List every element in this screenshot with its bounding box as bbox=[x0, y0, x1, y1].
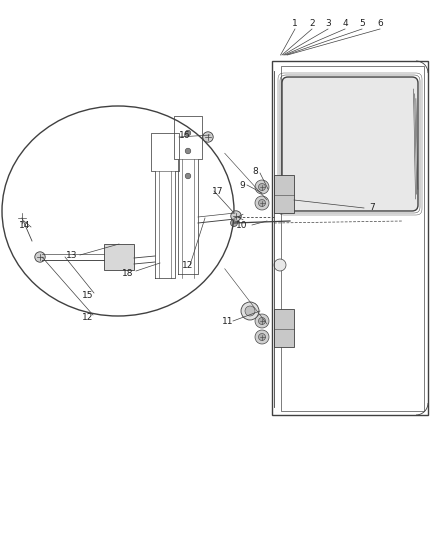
Bar bbox=[274, 309, 294, 347]
Circle shape bbox=[185, 130, 191, 136]
Text: 11: 11 bbox=[222, 317, 234, 326]
Text: 6: 6 bbox=[377, 19, 383, 28]
Circle shape bbox=[258, 334, 265, 341]
Circle shape bbox=[203, 132, 213, 142]
Text: 2: 2 bbox=[309, 19, 315, 28]
Circle shape bbox=[274, 259, 286, 271]
Text: 1: 1 bbox=[292, 19, 298, 28]
Text: 7: 7 bbox=[369, 204, 375, 213]
Text: 18: 18 bbox=[122, 269, 134, 278]
Bar bbox=[104, 244, 134, 270]
Text: 9: 9 bbox=[239, 181, 245, 190]
Text: 12: 12 bbox=[182, 261, 194, 270]
Text: 3: 3 bbox=[325, 19, 331, 28]
Circle shape bbox=[258, 199, 265, 206]
Circle shape bbox=[245, 306, 255, 316]
Text: 5: 5 bbox=[359, 19, 365, 28]
Text: 12: 12 bbox=[82, 313, 94, 322]
Circle shape bbox=[230, 220, 237, 227]
Circle shape bbox=[255, 330, 269, 344]
Circle shape bbox=[255, 314, 269, 328]
Circle shape bbox=[255, 196, 269, 210]
Circle shape bbox=[258, 318, 265, 325]
Circle shape bbox=[35, 252, 45, 262]
Circle shape bbox=[185, 173, 191, 179]
Text: 10: 10 bbox=[236, 221, 248, 230]
Circle shape bbox=[258, 183, 265, 190]
Circle shape bbox=[255, 180, 269, 194]
Text: 16: 16 bbox=[179, 131, 191, 140]
Text: 15: 15 bbox=[82, 290, 94, 300]
Text: 13: 13 bbox=[66, 251, 78, 260]
Text: 8: 8 bbox=[252, 166, 258, 175]
Bar bbox=[274, 175, 294, 213]
FancyBboxPatch shape bbox=[282, 77, 418, 211]
Circle shape bbox=[231, 211, 241, 221]
Text: 4: 4 bbox=[342, 19, 348, 28]
Text: 14: 14 bbox=[19, 221, 31, 230]
Text: 17: 17 bbox=[212, 187, 224, 196]
Circle shape bbox=[185, 148, 191, 154]
Circle shape bbox=[241, 302, 259, 320]
